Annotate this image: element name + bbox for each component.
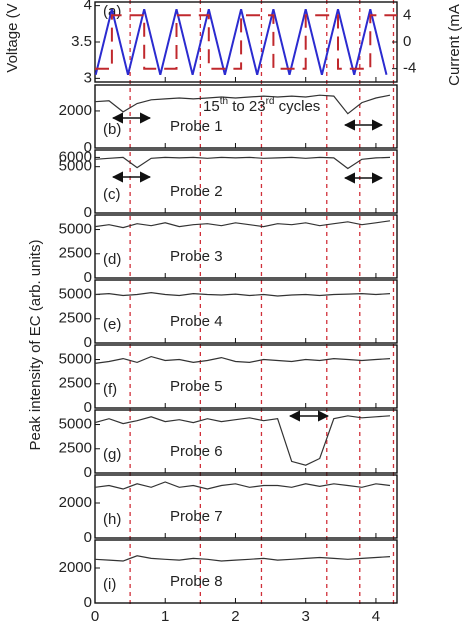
- panel-label: (d): [103, 251, 121, 268]
- annotation-part: th: [220, 96, 228, 107]
- y-tick-label: 0: [84, 594, 92, 611]
- panel-label: (e): [103, 316, 121, 333]
- y2-tick-label: -4: [403, 60, 416, 77]
- series-line: [94, 156, 391, 170]
- panel-frame: [94, 474, 398, 539]
- y-tick-label: 0: [84, 399, 92, 416]
- annotation: 15th to 23rd cycles: [203, 96, 320, 115]
- panel-frame: [94, 279, 398, 344]
- probe-label: Probe 5: [170, 378, 223, 395]
- series-line: [94, 555, 391, 562]
- y-tick-label: 5000: [59, 286, 92, 303]
- x-tick-label: 2: [231, 608, 239, 625]
- panel-label: (i): [103, 576, 116, 593]
- probe-label: Probe 7: [170, 508, 223, 525]
- y-tick-label: 5000: [59, 221, 92, 238]
- panel-label: (b): [103, 121, 121, 138]
- annotation-part: to 23: [228, 98, 266, 115]
- y-tick-label: 3.5: [71, 33, 92, 50]
- probe-label: Probe 2: [170, 183, 223, 200]
- y-tick-label: 5000: [59, 158, 92, 175]
- series-line: [94, 220, 391, 229]
- y-tick-label: 2500: [59, 310, 92, 327]
- y2-tick-label: 4: [403, 6, 411, 23]
- series-line: [95, 14, 397, 70]
- annotation-part: cycles: [274, 98, 320, 115]
- y-tick-label: 5000: [59, 416, 92, 433]
- y-axis-label: Voltage (V: [4, 3, 21, 72]
- probe-label: Probe 6: [170, 443, 223, 460]
- y-tick-label: 0: [84, 464, 92, 481]
- panel-frame: [94, 84, 398, 149]
- y-tick-label: 2500: [59, 375, 92, 392]
- y-tick-label: 0: [84, 269, 92, 286]
- y-tick-label: 2000: [59, 559, 92, 576]
- probe-label: Probe 3: [170, 248, 223, 265]
- panel-label: (f): [103, 381, 117, 398]
- y-tick-label: 0: [84, 204, 92, 221]
- series-line: [94, 291, 391, 297]
- probe-label: Probe 1: [170, 118, 223, 135]
- panel-label: (h): [103, 511, 121, 528]
- panel-frame: [94, 539, 398, 604]
- y-tick-label: 4: [84, 0, 92, 14]
- y-tick-label: 0: [84, 334, 92, 351]
- panel-frame: [94, 149, 398, 214]
- y-tick-label: 3: [84, 69, 92, 86]
- x-tick-label: 3: [302, 608, 310, 625]
- panel-frame: [94, 344, 398, 409]
- panel-frame: [94, 1, 398, 83]
- series-line: [94, 355, 391, 364]
- panel-label: (g): [103, 446, 121, 463]
- series-line: [94, 415, 391, 466]
- y-tick-label: 0: [84, 139, 92, 156]
- y-tick-label: 6000: [59, 148, 92, 165]
- y-tick-label: 2000: [59, 102, 92, 119]
- panel-label: (c): [103, 186, 121, 203]
- y-tick-label: 2500: [59, 245, 92, 262]
- x-tick-label: 1: [161, 608, 169, 625]
- panel-frame: [94, 409, 398, 474]
- probe-label: Probe 4: [170, 313, 223, 330]
- x-tick-label: 4: [372, 608, 380, 625]
- x-tick-label: 0: [91, 608, 99, 625]
- series-line: [94, 481, 391, 490]
- y-tick-label: 0: [84, 529, 92, 546]
- y-axis-label: Peak intensity of EC (arb. units): [27, 240, 44, 451]
- y-tick-label: 5000: [59, 351, 92, 368]
- panel-frame: [94, 214, 398, 279]
- y-tick-label: 2500: [59, 440, 92, 457]
- annotation-part: 15: [203, 98, 220, 115]
- y2-tick-label: 0: [403, 33, 411, 50]
- y-tick-label: 2000: [59, 494, 92, 511]
- series-line: [94, 9, 388, 75]
- annotation-part: rd: [266, 96, 275, 107]
- series-line: [94, 94, 391, 115]
- probe-label: Probe 8: [170, 573, 223, 590]
- y2-axis-label: Current (mA: [446, 4, 463, 86]
